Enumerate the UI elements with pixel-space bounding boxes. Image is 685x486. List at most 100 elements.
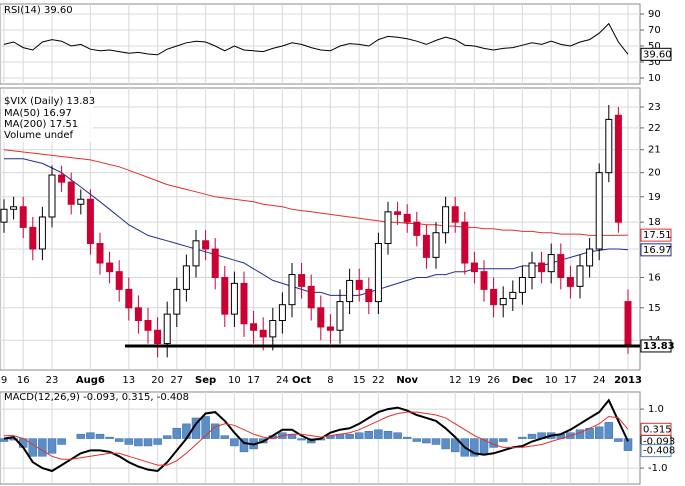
candle-body — [307, 285, 315, 309]
candle-body — [490, 288, 498, 306]
x-tick-label: Aug6 — [76, 375, 105, 386]
candle-body — [58, 174, 66, 183]
candle-body — [326, 326, 334, 331]
histogram-bar — [422, 438, 431, 444]
legend-label: RSI(14) 39.60 — [4, 5, 73, 16]
candle-body — [115, 271, 123, 290]
value-box — [640, 444, 672, 458]
histogram-bar — [364, 430, 374, 439]
candle-body — [125, 288, 133, 309]
x-tick-label: 24 — [593, 375, 606, 386]
value-box — [640, 47, 672, 61]
histogram-bar — [105, 436, 114, 439]
candle-body — [221, 276, 229, 315]
histogram-bar — [143, 438, 153, 447]
candle-body — [96, 243, 104, 264]
candle-body — [154, 329, 162, 345]
value-box — [640, 422, 672, 436]
candle-body — [413, 221, 421, 236]
candle-body — [10, 206, 18, 210]
legend-label: Volume undef — [4, 130, 74, 141]
x-tick-label: Dec — [512, 375, 533, 386]
histogram-bar — [594, 426, 604, 439]
candle-body — [163, 313, 171, 345]
x-tick-label: 17 — [247, 375, 260, 386]
histogram-bar — [479, 438, 489, 454]
candle-body — [202, 240, 210, 250]
x-tick-label: 26 — [487, 375, 500, 386]
x-tick-label: 17 — [564, 375, 577, 386]
x-tick-label: 2013 — [614, 375, 642, 386]
y-tick-label: 10 — [648, 73, 661, 84]
candle-body — [442, 206, 450, 234]
x-tick-label: 22 — [372, 375, 385, 386]
value-box — [640, 228, 672, 242]
candle-body — [269, 320, 277, 338]
value-box-label: 0.315 — [643, 424, 672, 435]
y-tick-label: 20 — [648, 168, 661, 179]
histogram-bar — [383, 430, 393, 439]
histogram-bar — [124, 438, 134, 445]
histogram-bar — [210, 423, 220, 439]
candle-body — [355, 279, 363, 290]
histogram-bar — [182, 423, 191, 439]
candle-body — [173, 288, 181, 315]
histogram-bar — [114, 438, 124, 442]
y-tick-label: 90 — [648, 9, 661, 20]
x-tick-label: 24 — [276, 375, 289, 386]
candle-body — [48, 174, 56, 218]
histogram-bar — [470, 438, 479, 457]
candle-body — [374, 243, 382, 303]
x-tick-label: 8 — [327, 375, 333, 386]
y-tick-label: 15 — [648, 303, 661, 314]
histogram-bar — [498, 438, 508, 442]
candle-body — [566, 276, 574, 287]
histogram-bar — [47, 438, 57, 454]
histogram-bar — [604, 422, 614, 439]
x-tick-label: 12 — [449, 375, 462, 386]
macd-line — [3, 398, 629, 473]
histogram-bar — [354, 432, 364, 439]
candle-body — [278, 304, 286, 322]
candle-body — [451, 206, 459, 223]
y-tick-label: 18 — [648, 217, 661, 228]
candle-body — [336, 301, 344, 331]
candle-body — [346, 279, 354, 303]
candle-body — [134, 307, 142, 322]
candle-body — [67, 181, 75, 205]
candle-body — [614, 114, 622, 223]
histogram-bar — [297, 438, 306, 441]
candle-body — [250, 323, 258, 331]
candle-body — [259, 329, 267, 338]
y-tick-label: 1.0 — [648, 404, 664, 415]
candle-body — [86, 198, 94, 245]
y-tick-label: 22 — [648, 123, 661, 134]
value-box-label: 16.97 — [643, 245, 672, 256]
panel-frame — [0, 87, 641, 371]
histogram-bar — [38, 438, 47, 457]
x-tick-label: 20 — [151, 375, 164, 386]
y-tick-label: -1.0 — [648, 463, 668, 474]
histogram-bar — [623, 438, 633, 451]
candle-body — [144, 320, 152, 331]
x-tick-label: 27 — [170, 375, 183, 386]
candle-body — [288, 274, 296, 306]
legend-label: MA(200) 17.51 — [4, 119, 78, 130]
histogram-bar — [9, 438, 18, 441]
macd-line — [4, 411, 629, 466]
x-tick-label: 10 — [545, 375, 558, 386]
moving-average — [4, 158, 629, 296]
histogram-bar — [86, 432, 95, 439]
x-tick-label: 15 — [353, 375, 366, 386]
candle-body — [384, 211, 392, 245]
histogram-bar — [134, 438, 143, 447]
x-tick-label: Sep — [195, 375, 216, 386]
value-box-label: -0.408 — [643, 446, 675, 457]
histogram-bar — [28, 438, 38, 457]
candle-body — [422, 234, 430, 258]
x-tick-label: Nov — [396, 375, 418, 386]
candle-body — [403, 213, 411, 223]
histogram-bar — [527, 433, 537, 439]
candle-body — [182, 265, 190, 290]
